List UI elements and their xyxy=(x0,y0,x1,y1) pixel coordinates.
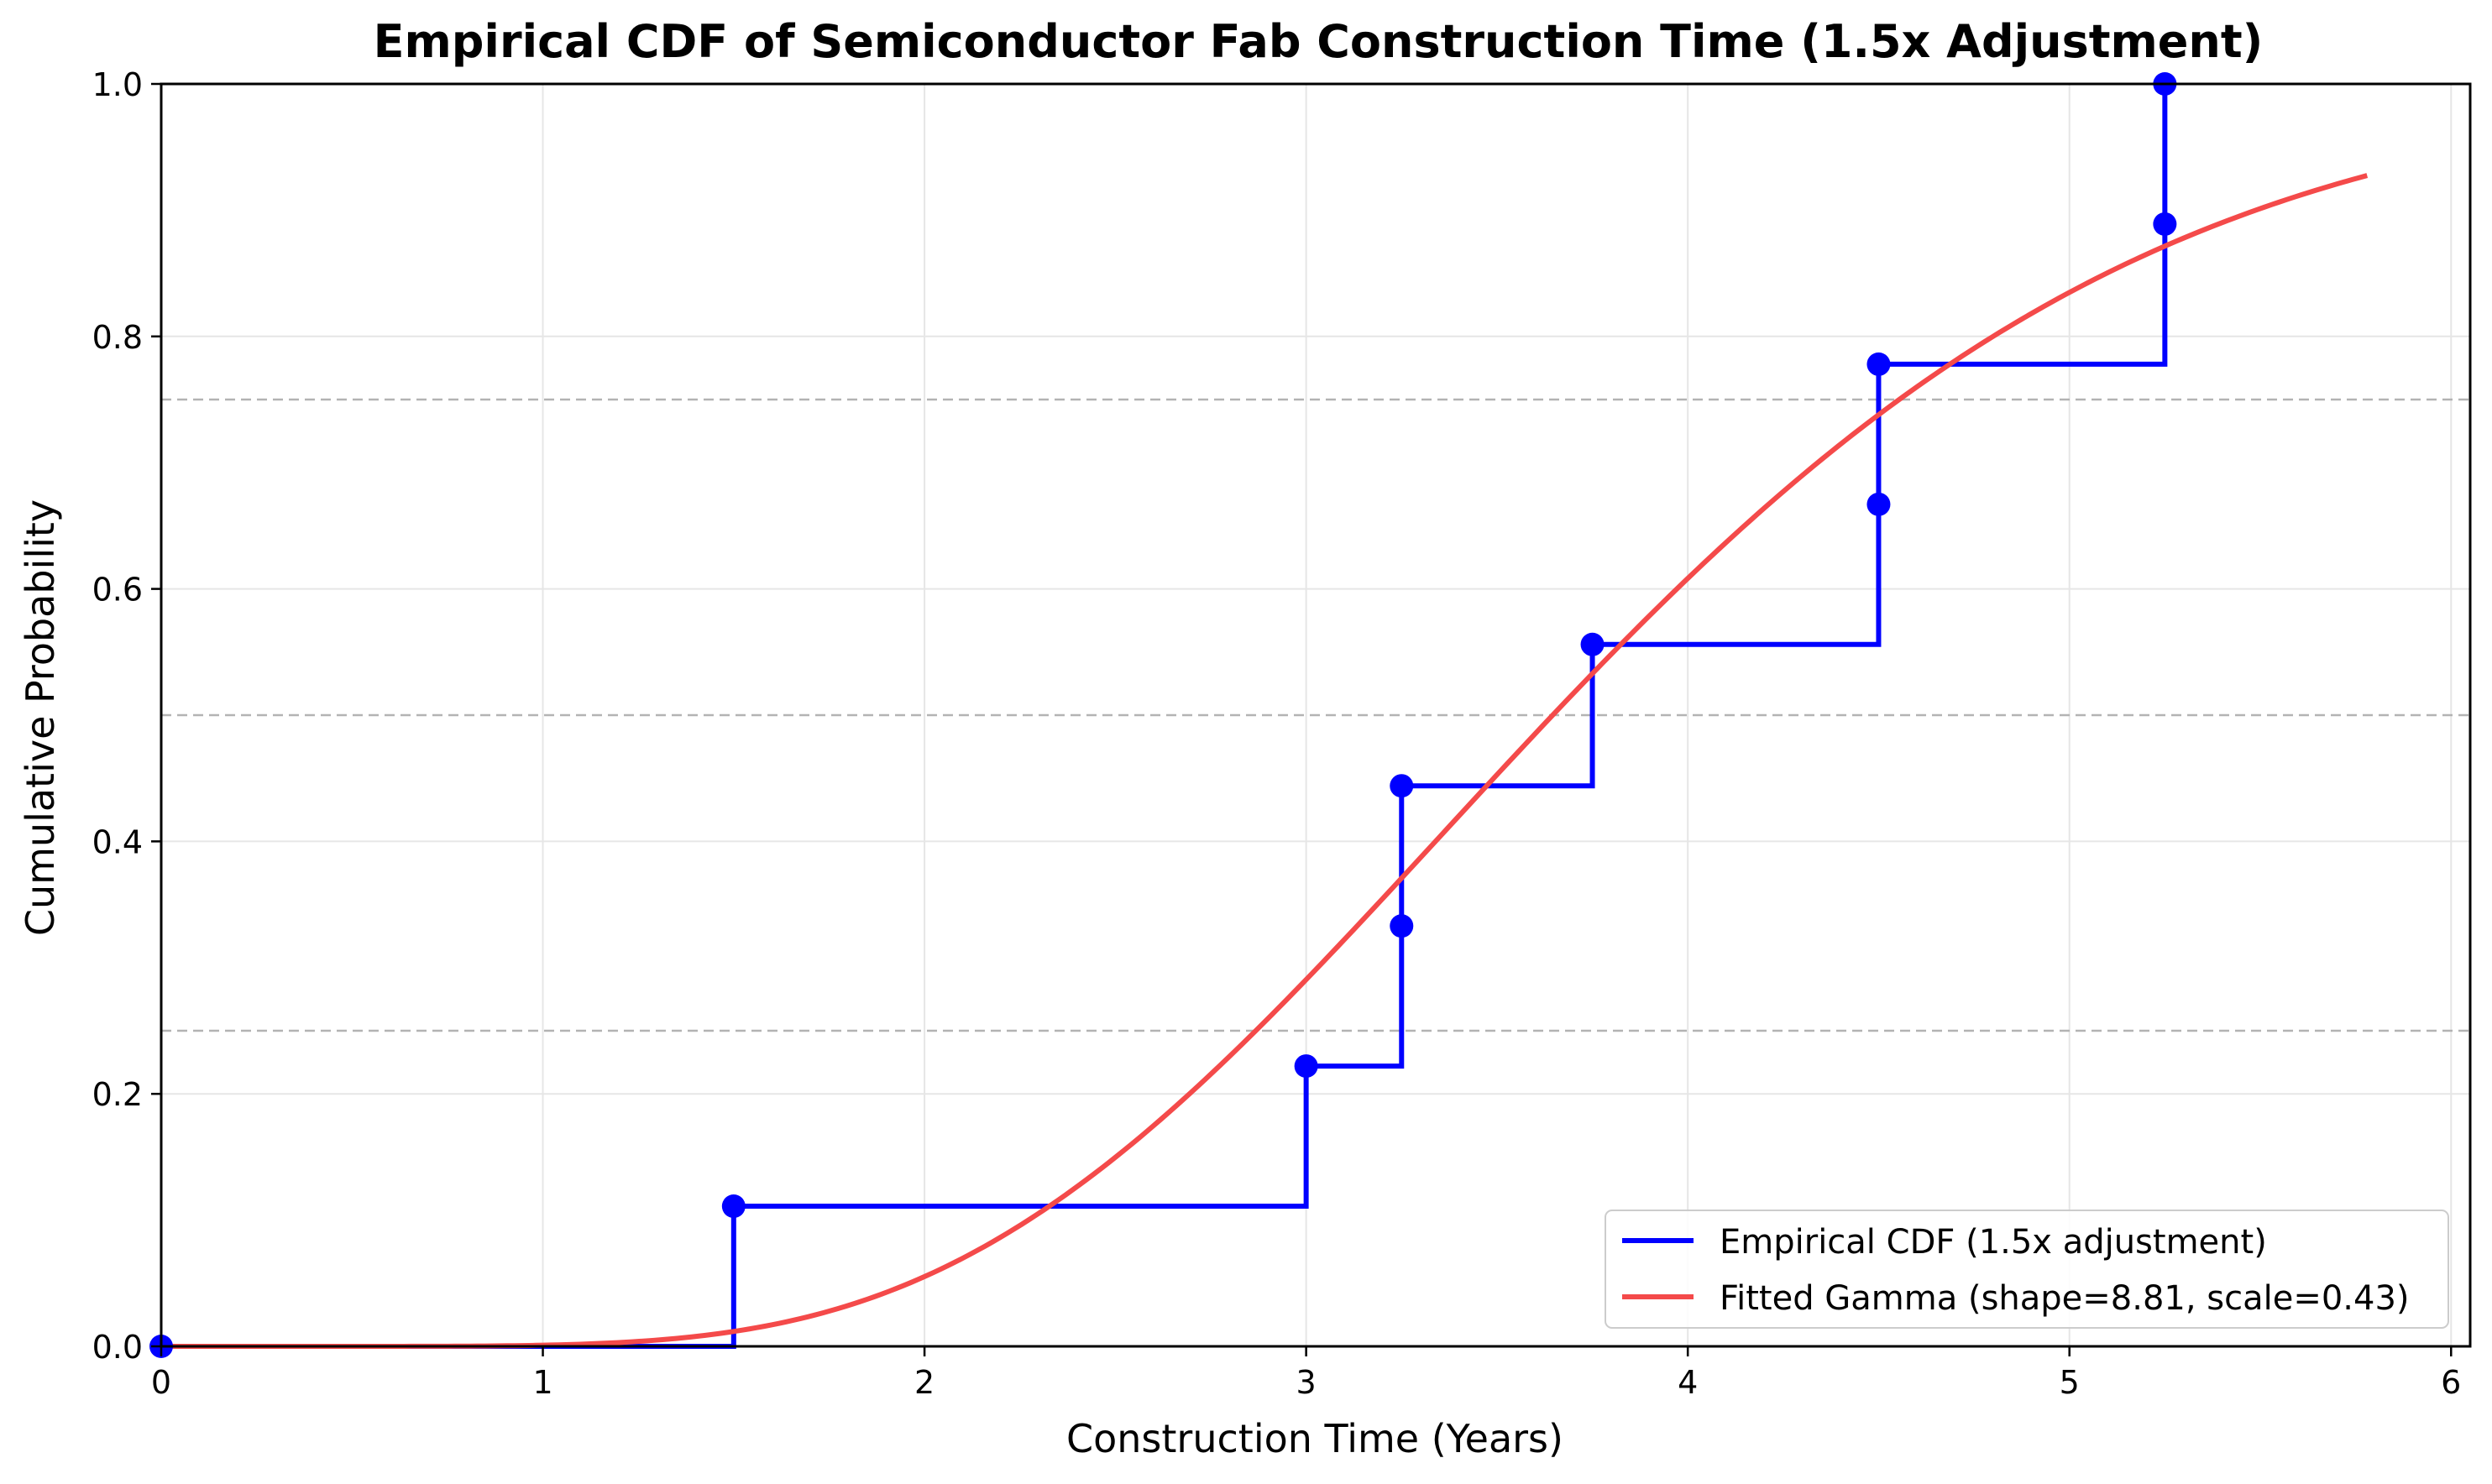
y-tick-label-1: 0.2 xyxy=(92,1076,143,1113)
x-tick-label-6: 6 xyxy=(2441,1364,2461,1401)
y-tick-label-5: 1.0 xyxy=(92,66,143,103)
x-tick-label-5: 5 xyxy=(2060,1364,2080,1401)
legend: Empirical CDF (1.5x adjustment) Fitted G… xyxy=(1605,1210,2449,1329)
y-tick-label-3: 0.6 xyxy=(92,572,143,609)
empirical-cdf-line xyxy=(161,84,2168,1349)
empirical-point-8 xyxy=(2153,212,2177,236)
x-tick-label-2: 2 xyxy=(914,1364,934,1401)
y-axis: 0.0 0.2 0.4 0.6 0.8 1.0 xyxy=(92,66,161,1366)
gamma-cdf-curve xyxy=(161,173,2369,1349)
x-axis-label: Construction Time (Years) xyxy=(1066,1416,1563,1461)
plot-frame xyxy=(160,82,2472,1348)
legend-label-gamma: Fitted Gamma (shape=8.81, scale=0.43) xyxy=(1720,1279,2410,1318)
empirical-point-7 xyxy=(1866,352,1891,376)
reference-lines xyxy=(161,398,2470,1032)
legend-label-empirical: Empirical CDF (1.5x adjustment) xyxy=(1720,1223,2267,1262)
chart-title: Empirical CDF of Semiconductor Fab Const… xyxy=(374,15,2264,68)
y-tick-label-4: 0.8 xyxy=(92,319,143,356)
legend-box xyxy=(1605,1210,2449,1329)
empirical-point-5 xyxy=(1580,632,1605,656)
x-tick-label-1: 1 xyxy=(532,1364,552,1401)
y-axis-label: Cumulative Probability xyxy=(18,499,63,936)
plot-series xyxy=(149,72,2369,1358)
x-tick-label-4: 4 xyxy=(1678,1364,1698,1401)
empirical-point-2 xyxy=(1294,1054,1318,1079)
y-tick-label-2: 0.4 xyxy=(92,823,143,860)
empirical-point-1 xyxy=(721,1194,746,1219)
empirical-point-4 xyxy=(1390,774,1414,798)
x-tick-label-3: 3 xyxy=(1296,1364,1317,1401)
x-tick-label-0: 0 xyxy=(151,1364,171,1401)
empirical-point-3 xyxy=(1390,914,1414,938)
empirical-point-6 xyxy=(1866,492,1891,516)
x-axis: 0 1 2 3 4 5 6 xyxy=(151,1346,2461,1401)
y-tick-label-0: 0.0 xyxy=(92,1329,143,1366)
